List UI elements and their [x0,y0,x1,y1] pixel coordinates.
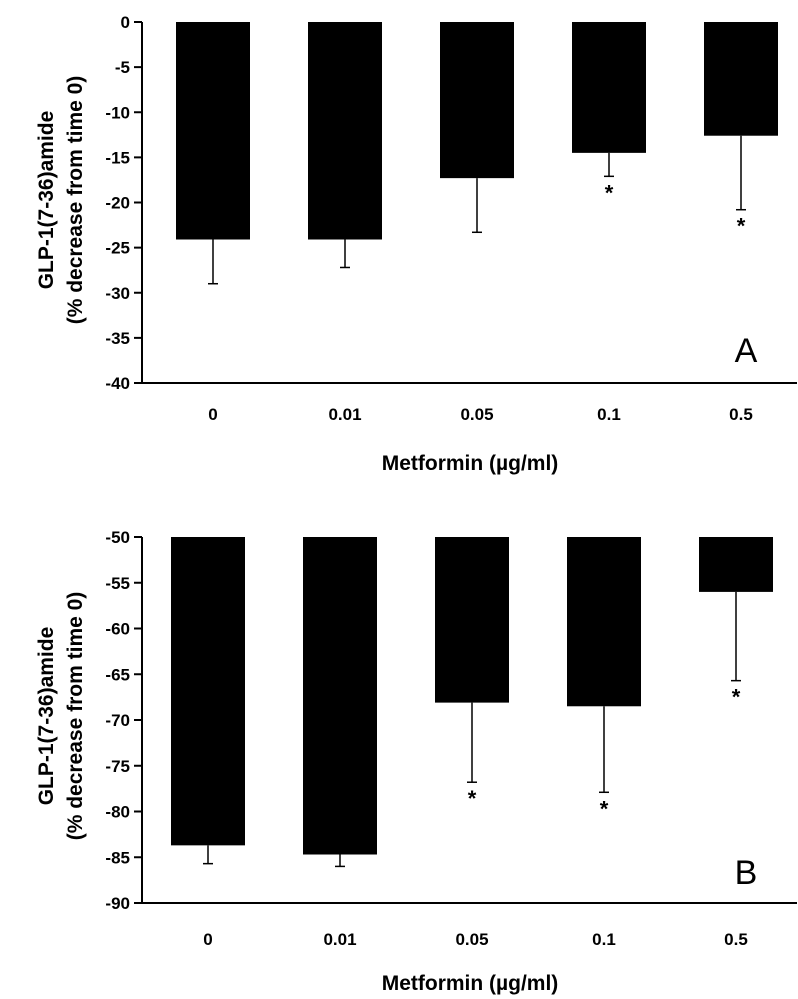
y-tick-label: -25 [105,239,130,258]
x-tick-label: 0.1 [597,405,621,424]
bar-0.5 [704,22,778,136]
bar-0 [171,537,245,846]
x-tick-label: 0.5 [724,930,748,949]
significance-marker: * [737,214,746,239]
significance-marker: * [605,180,614,205]
panel-label: A [735,332,758,370]
x-tick-label: 0.5 [729,405,753,424]
bar-0 [176,22,250,240]
y-axis-title-line2: (% decrease from time 0) [64,76,87,325]
y-tick-label: -15 [105,148,130,167]
y-tick-label: -85 [105,848,130,867]
y-tick-label: -70 [105,711,130,730]
bar-0.05 [435,537,509,703]
x-axis-title: Metformin (µg/ml) [382,452,559,475]
y-tick-label: -75 [105,757,130,776]
bar-0.01 [308,22,382,240]
y-tick-label: -60 [105,620,130,639]
panel-a: * * 0 -5 -10 -15 -20 -25 -30 -35 -40 0 0.01 0.05 0.1 0.… [35,13,797,475]
panel-b: * * * -50 -55 -60 -65 -70 -75 -80 -85 -90 0 0.01 0.05 0… [35,528,797,995]
bar-0.05 [440,22,514,179]
y-tick-label: -90 [105,894,130,913]
significance-marker: * [600,796,609,821]
x-tick-label: 0.05 [455,930,488,949]
x-tick-label: 0.01 [328,405,361,424]
y-tick-label: -30 [105,284,130,303]
y-tick-label: -50 [105,528,130,547]
y-tick-label: -40 [105,374,130,393]
x-axis-title: Metformin (µg/ml) [382,972,559,995]
bar-0.5 [699,537,773,592]
bar-0.1 [572,22,646,153]
y-axis-title-line1: GLP-1(7-36)amide [35,627,58,806]
x-tick-label: 0.01 [323,930,356,949]
x-tick-label: 0.1 [592,930,616,949]
significance-marker: * [468,786,477,811]
significance-marker: * [732,685,741,710]
y-axis-title-line2: (% decrease from time 0) [64,592,87,841]
x-tick-label: 0 [203,930,212,949]
y-tick-label: 0 [121,13,130,32]
y-tick-label: -80 [105,803,130,822]
y-tick-label: -20 [105,194,130,213]
x-tick-label: 0 [208,405,217,424]
y-tick-label: -35 [105,329,130,348]
bar-0.01 [303,537,377,855]
y-tick-label: -55 [105,574,130,593]
y-tick-label: -10 [105,103,130,122]
panel-label: B [735,854,758,892]
y-axis-title-line1: GLP-1(7-36)amide [35,111,58,290]
y-tick-label: -5 [115,58,130,77]
y-tick-label: -65 [105,665,130,684]
x-tick-label: 0.05 [460,405,493,424]
bar-0.1 [567,537,641,707]
